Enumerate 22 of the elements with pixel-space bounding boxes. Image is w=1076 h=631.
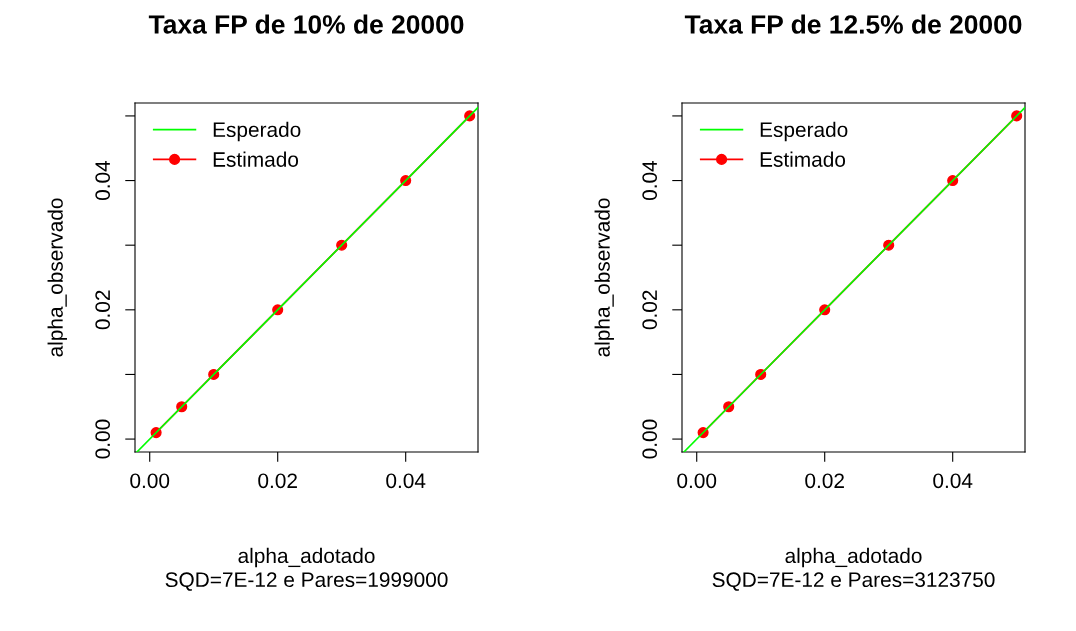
x-tick-label: 0.00 [677, 473, 717, 489]
y-axis-title: alpha_observado [594, 198, 614, 357]
x-tick-label: 0.02 [258, 473, 297, 489]
legend-label: Esperado [213, 121, 301, 142]
x-tick-label: 0.00 [130, 473, 170, 489]
y-axis-title: alpha_observado [47, 198, 67, 357]
y-tick-label: 0.04 [642, 160, 658, 201]
y-tick-label: 0.04 [95, 160, 111, 201]
legend-label: Estimado [760, 151, 846, 167]
legend-label: Esperado [760, 121, 848, 142]
y-tick-label: 0.02 [95, 290, 111, 330]
y-tick-label: 0.00 [642, 419, 658, 459]
chart-title: Taxa FP de 10% de 20000 [148, 14, 464, 34]
y-tick-label: 0.00 [95, 419, 111, 459]
x-tick-label: 0.04 [386, 473, 426, 489]
x-axis-title: alpha_adotado SQD=7E-12 e Pares=3123750 [712, 547, 995, 591]
y-tick-label: 0.02 [642, 290, 658, 330]
x-tick-label: 0.02 [805, 473, 844, 489]
x-axis-title: alpha_adotado SQD=7E-12 e Pares=1999000 [165, 547, 448, 591]
chart-title: Taxa FP de 12.5% de 20000 [684, 14, 1022, 34]
legend-label: Estimado [213, 151, 299, 167]
x-tick-label: 0.04 [933, 473, 973, 489]
